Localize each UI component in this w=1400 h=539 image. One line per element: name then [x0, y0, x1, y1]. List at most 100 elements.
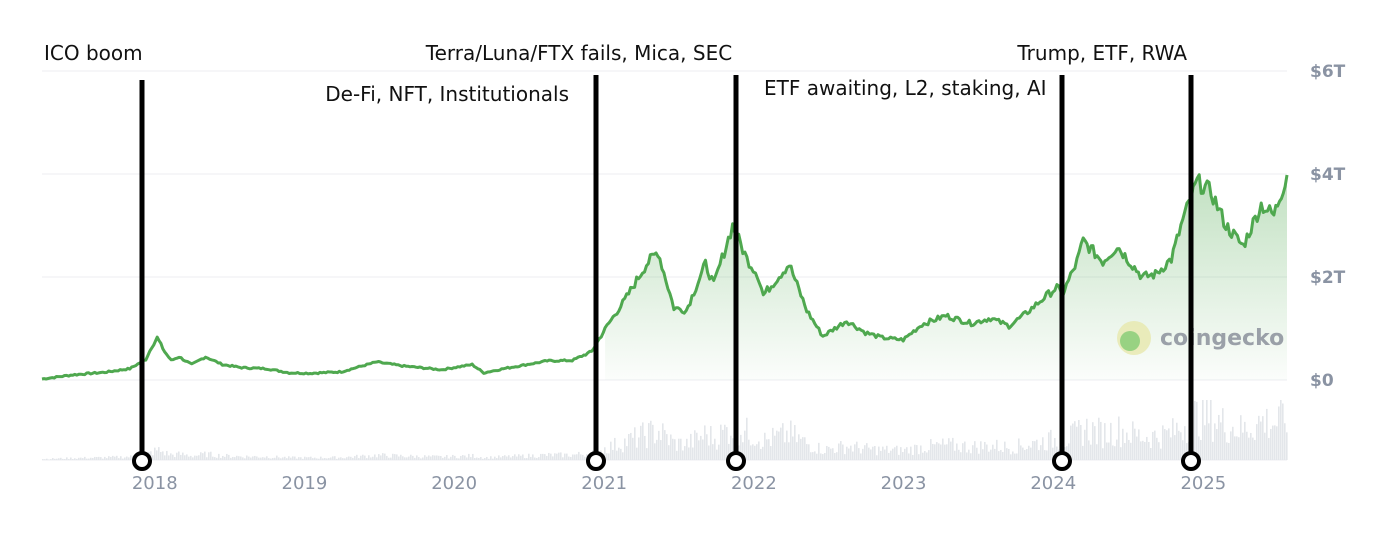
volume-bar [418, 457, 420, 460]
volume-bar [696, 432, 698, 460]
volume-bar [270, 458, 272, 460]
volume-bar [730, 435, 732, 460]
volume-bar [1254, 439, 1256, 460]
volume-bar [778, 431, 780, 460]
volume-bar [414, 457, 416, 460]
volume-bar [920, 445, 922, 460]
volume-bar [298, 457, 300, 460]
volume-bar [1174, 435, 1176, 460]
volume-bar [1046, 450, 1048, 460]
volume-bar [392, 453, 394, 460]
volume-bar [1200, 439, 1202, 460]
volume-bar [458, 458, 460, 460]
volume-bar [784, 442, 786, 460]
volume-bar [404, 457, 406, 460]
volume-bar [54, 458, 56, 460]
volume-bar [1084, 429, 1086, 460]
volume-bar [564, 453, 566, 460]
volume-bar [122, 458, 124, 460]
volume-bar [286, 458, 288, 460]
volume-bar [98, 456, 100, 460]
volume-bar [426, 456, 428, 460]
volume-bar [930, 439, 932, 460]
volume-bar [502, 456, 504, 460]
volume-bar [1198, 436, 1200, 460]
volume-bar [544, 454, 546, 460]
volume-bar [350, 456, 352, 460]
volume-bar [1180, 432, 1182, 460]
volume-bar [706, 434, 708, 460]
volume-bar [432, 455, 434, 460]
volume-bar [792, 436, 794, 460]
volume-bar [164, 455, 166, 460]
volume-bar [224, 456, 226, 460]
volume-bar [878, 446, 880, 460]
volume-bar [720, 424, 722, 460]
volume-bar [1102, 448, 1104, 460]
volume-bar [948, 438, 950, 460]
volume-bar [124, 457, 126, 460]
volume-bar [520, 455, 522, 460]
volume-bar [906, 447, 908, 460]
volume-bar [822, 454, 824, 460]
volume-bar [382, 453, 384, 460]
volume-bar [1022, 447, 1024, 460]
volume-bar [506, 456, 508, 460]
volume-bar [48, 459, 50, 460]
volume-bar [884, 449, 886, 460]
volume-bar [360, 455, 362, 460]
volume-bar [752, 444, 754, 460]
volume-bar [446, 455, 448, 460]
volume-bar [668, 445, 670, 460]
volume-bar [1242, 432, 1244, 460]
volume-bar [288, 456, 290, 460]
volume-bar [804, 437, 806, 460]
volume-bar [1048, 432, 1050, 460]
volume-bar [114, 456, 116, 460]
volume-bar [894, 447, 896, 460]
volume-bar [1216, 429, 1218, 460]
volume-bar [466, 457, 468, 460]
volume-bar [816, 453, 818, 460]
volume-bar [1122, 428, 1124, 460]
volume-bar [480, 457, 482, 460]
volume-bar [516, 456, 518, 460]
volume-bar [462, 455, 464, 460]
volume-bar [1152, 431, 1154, 460]
volume-bar [92, 457, 94, 460]
volume-bar [742, 442, 744, 460]
volume-bar [302, 458, 304, 460]
volume-bar [424, 455, 426, 460]
volume-bar [240, 456, 242, 460]
volume-bar [332, 456, 334, 460]
volume-bar [80, 457, 82, 460]
volume-bar [106, 458, 108, 460]
volume-bar [658, 430, 660, 460]
volume-bar [304, 456, 306, 460]
volume-bar [1142, 440, 1144, 460]
volume-bar [116, 455, 118, 460]
volume-bar [1128, 439, 1130, 460]
volume-bar [78, 457, 80, 460]
annotation-label: Terra/Luna/FTX fails, Mica, SEC [425, 41, 732, 65]
volume-bar [644, 435, 646, 460]
volume-bar [248, 456, 250, 460]
volume-bar [402, 456, 404, 460]
volume-bar [326, 458, 328, 460]
volume-bar [306, 457, 308, 460]
volume-bar [1104, 423, 1106, 460]
volume-bar [1284, 423, 1286, 460]
volume-bar [342, 458, 344, 460]
volume-bar [1268, 437, 1270, 460]
volume-bar [896, 445, 898, 460]
volume-bar [1282, 403, 1284, 460]
volume-bar [550, 453, 552, 460]
volume-bar [316, 458, 318, 460]
volume-bar [1222, 408, 1224, 460]
volume-bar [740, 434, 742, 460]
volume-bar [936, 442, 938, 460]
volume-bar [866, 443, 868, 460]
volume-bar [1184, 426, 1186, 460]
volume-bar [938, 443, 940, 460]
volume-bar [212, 456, 214, 460]
